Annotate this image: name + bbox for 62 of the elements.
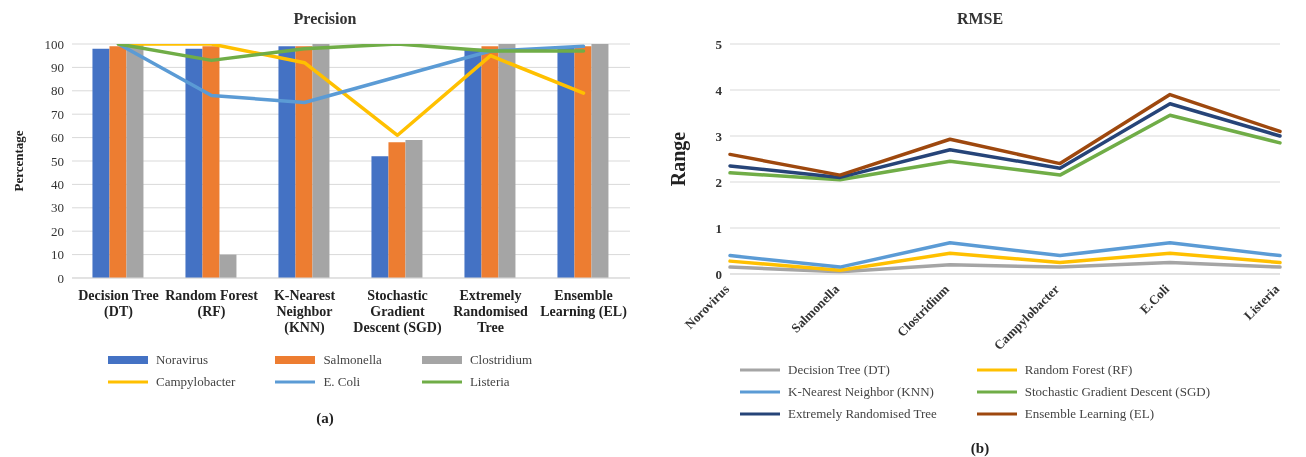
chart-title: Precision xyxy=(292,10,358,29)
y-tick-label: 70 xyxy=(51,106,64,122)
legend-label: Campylobacter xyxy=(155,374,236,390)
y-axis-title: Range xyxy=(667,131,691,187)
legend-label: K-Nearest Neighbor (KNN) xyxy=(788,384,934,400)
bar xyxy=(591,44,609,278)
text: (b) xyxy=(969,440,991,457)
y-tick-label: 30 xyxy=(51,200,64,216)
line-series xyxy=(728,260,1282,274)
y-axis-title: Percentage xyxy=(10,130,26,192)
bar xyxy=(388,142,406,278)
x-tick-label: Stochastic Gradient Descent (SGD) xyxy=(353,288,442,336)
legend-label: Listeria xyxy=(469,374,510,390)
bar xyxy=(278,46,296,278)
legend-label: Stochastic Gradient Descent (SGD) xyxy=(1024,384,1210,400)
bar xyxy=(464,48,482,278)
y-tick-label: 10 xyxy=(51,247,64,263)
bar xyxy=(219,254,237,278)
y-tick-label: 2 xyxy=(715,174,722,190)
bar xyxy=(312,44,330,278)
bar xyxy=(405,139,423,278)
y-tick-label: 3 xyxy=(715,128,723,144)
legend-label: Noravirus xyxy=(155,352,208,368)
legend-label: Ensemble Learning (EL) xyxy=(1024,406,1155,422)
bar xyxy=(481,46,499,278)
text: (a) xyxy=(315,410,335,427)
legend-label: Random Forest (RF) xyxy=(1024,362,1133,378)
y-tick-label: 80 xyxy=(51,83,64,99)
y-tick-label: 50 xyxy=(51,153,64,169)
line-series xyxy=(728,113,1282,182)
chart-title: RMSE xyxy=(955,10,1005,29)
y-tick-label: 90 xyxy=(51,60,64,76)
legend-label: Decision Tree (DT) xyxy=(788,362,890,378)
y-tick-label: 1 xyxy=(715,220,722,236)
x-tick-label: Random Forest (RF) xyxy=(165,288,259,320)
line-series xyxy=(116,44,586,63)
legend-label: Extremely Randomised Tree xyxy=(788,406,937,422)
y-tick-label: 0 xyxy=(57,270,64,286)
y-tick-label: 60 xyxy=(51,130,64,146)
bar xyxy=(574,46,592,278)
y-tick-label: 0 xyxy=(715,266,722,282)
x-tick-label: Decision Tree (DT) xyxy=(78,288,159,320)
bar xyxy=(92,48,110,278)
bar xyxy=(498,44,516,278)
legend-label: E. Coli xyxy=(323,374,361,390)
legend-label: Salmonella xyxy=(323,352,382,368)
bar xyxy=(185,48,203,278)
y-tick-label: 100 xyxy=(44,36,64,52)
bar xyxy=(109,46,127,278)
legend-label: Clostridium xyxy=(469,352,533,368)
y-tick-label: 5 xyxy=(715,36,723,52)
y-tick-label: 40 xyxy=(51,177,64,193)
bar xyxy=(295,46,313,278)
x-tick-label: K-Nearest Neighbor (KNN) xyxy=(273,288,336,336)
line-series xyxy=(728,251,1282,273)
x-tick-label: Ensemble Learning (EL) xyxy=(540,288,628,320)
y-tick-label: 20 xyxy=(51,223,64,239)
bar xyxy=(371,156,389,278)
x-tick-label: Extremely Randomised Tree xyxy=(453,288,529,335)
bar xyxy=(202,46,220,278)
y-tick-label: 4 xyxy=(715,82,723,98)
line-series xyxy=(116,44,586,105)
